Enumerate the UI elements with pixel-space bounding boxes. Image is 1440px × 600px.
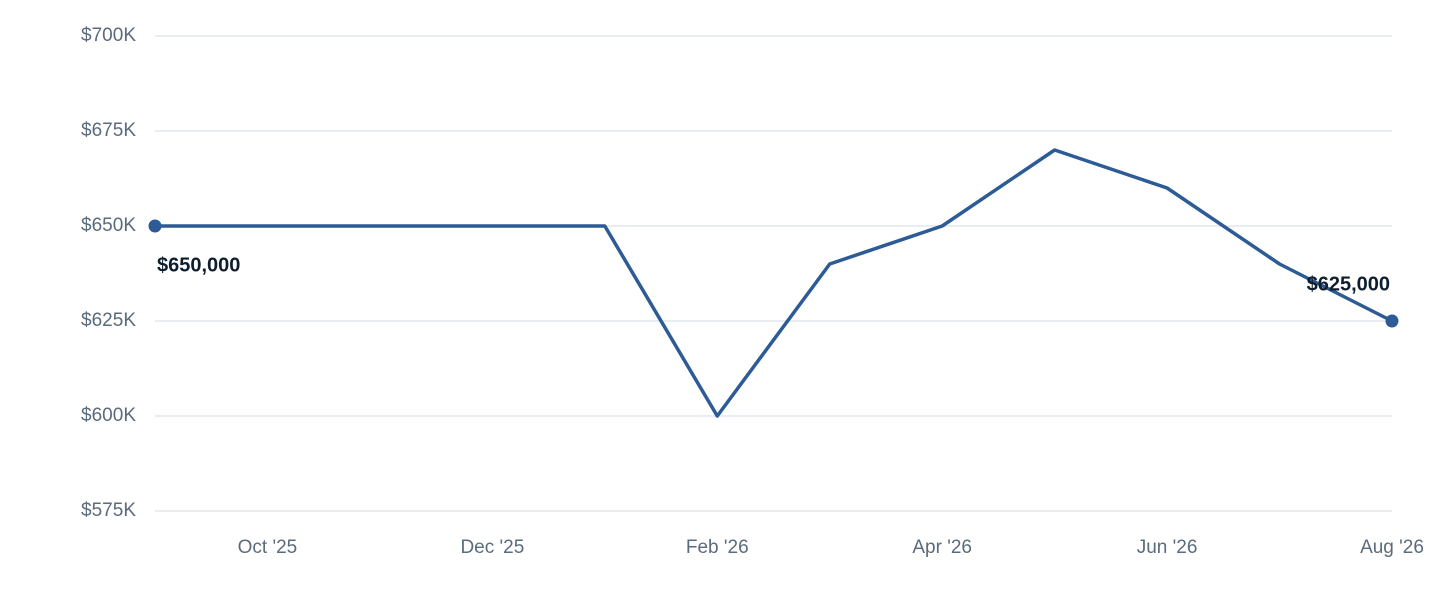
data-label: $650,000 [157,254,240,276]
point [148,219,162,233]
x-tick-label: Dec '25 [460,537,524,558]
y-tick-label: $625K [81,310,136,331]
x-tick-label: Jun '26 [1137,537,1198,558]
y-tick-label: $700K [81,25,136,46]
x-tick-label: Oct '25 [238,537,298,558]
y-tick-label: $675K [81,120,136,141]
line [155,148,1393,418]
y-tick-label: $600K [81,405,136,426]
point [1385,314,1399,328]
data-label: $625,000 [1307,273,1390,295]
x-tick-label: Apr '26 [912,537,972,558]
y-tick-label: $650K [81,215,136,236]
y-tick-label: $575K [81,500,136,521]
x-tick-label: Aug '26 [1360,537,1424,558]
x-tick-label: Feb '26 [686,537,749,558]
